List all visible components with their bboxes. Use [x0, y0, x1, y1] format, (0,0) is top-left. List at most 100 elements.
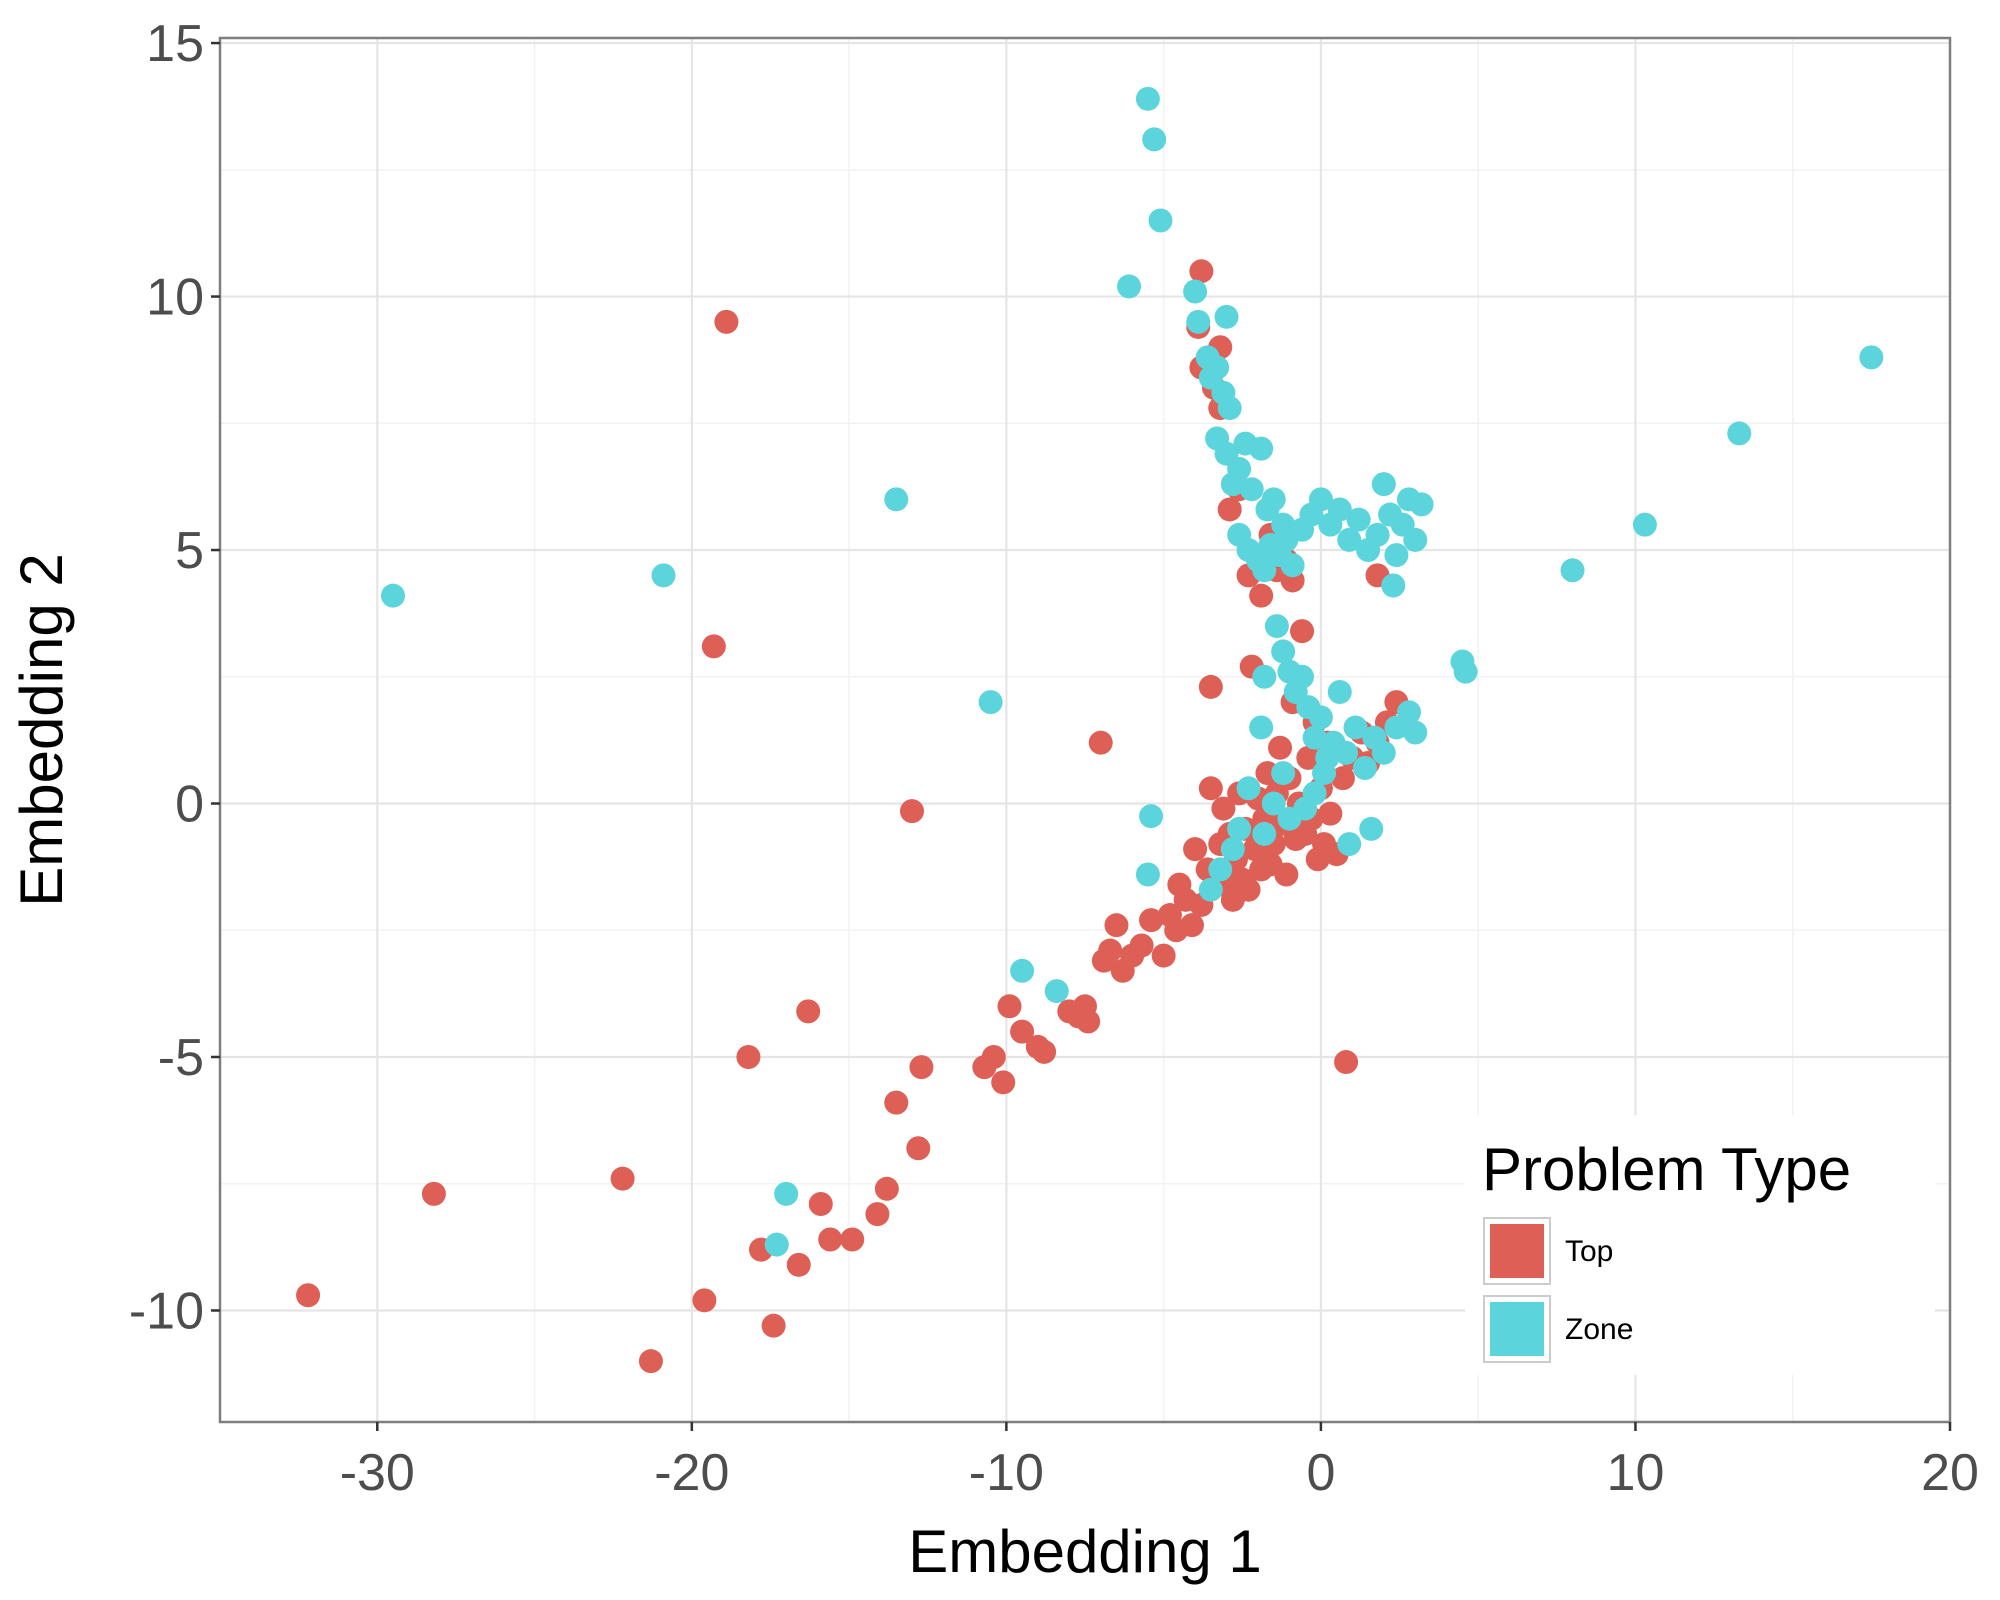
data-point-top: [421, 1181, 446, 1206]
data-point-zone: [1308, 705, 1333, 730]
data-point-zone: [1409, 492, 1434, 517]
x-tick-label: -10: [969, 1444, 1044, 1502]
data-point-top: [991, 1070, 1016, 1095]
data-point-zone: [1239, 477, 1264, 502]
data-point-top: [981, 1044, 1006, 1069]
data-point-top: [1290, 619, 1315, 644]
data-point-top: [1274, 862, 1299, 887]
data-point-zone: [1352, 756, 1377, 781]
y-tick-label: 5: [175, 522, 204, 580]
data-point-top: [909, 1055, 934, 1080]
data-point-top: [1198, 776, 1223, 801]
data-point-top: [1010, 1019, 1035, 1044]
data-point-zone: [1220, 837, 1245, 862]
data-point-zone: [1183, 279, 1208, 304]
data-point-zone: [884, 487, 909, 512]
data-point-top: [1032, 1039, 1057, 1064]
y-axis-title: Embedding 2: [8, 553, 75, 907]
data-point-zone: [978, 690, 1003, 715]
data-point-top: [840, 1227, 865, 1252]
y-tick-label: -5: [158, 1029, 204, 1087]
legend-key-zone-swatch: [1490, 1302, 1544, 1356]
axis-ticks: [211, 41, 1952, 1431]
data-point-zone: [381, 583, 405, 608]
x-tick-label: 20: [1921, 1444, 1979, 1502]
data-point-top: [1236, 877, 1261, 902]
data-point-zone: [1403, 527, 1428, 552]
data-point-top: [638, 1349, 663, 1374]
data-point-top: [1151, 943, 1176, 968]
data-point-zone: [1227, 816, 1252, 841]
data-point-zone: [1261, 791, 1286, 816]
data-point-zone: [1186, 309, 1211, 334]
data-point-zone: [1271, 639, 1296, 664]
data-point-top: [818, 1227, 843, 1252]
data-point-zone: [1264, 614, 1289, 639]
data-point-top: [1334, 1050, 1359, 1075]
data-point-top: [296, 1283, 321, 1308]
data-point-zone: [774, 1181, 799, 1206]
data-point-zone: [1359, 816, 1384, 841]
data-point-zone: [1249, 715, 1274, 740]
data-point-zone: [1346, 507, 1371, 532]
y-tick-label: 15: [146, 15, 204, 73]
data-point-zone: [1261, 487, 1286, 512]
data-point-top: [884, 1090, 909, 1115]
x-axis-tick-labels: -30 -20 -10 0 10 20: [340, 1444, 1979, 1502]
data-point-zone: [1453, 659, 1478, 684]
data-point-zone: [1227, 456, 1252, 481]
data-point-zone: [1327, 497, 1352, 522]
data-point-zone: [1727, 421, 1752, 446]
data-point-top: [906, 1136, 931, 1161]
legend-key-top-swatch: [1490, 1224, 1544, 1278]
data-point-zone: [1252, 664, 1277, 689]
data-point-zone: [1337, 527, 1362, 552]
data-point-zone: [1343, 715, 1368, 740]
data-point-top: [1129, 933, 1154, 958]
data-point-zone: [1249, 436, 1274, 461]
data-point-top: [1268, 735, 1293, 760]
data-point-zone: [1139, 804, 1164, 829]
data-point-top: [808, 1192, 833, 1217]
data-point-zone: [651, 563, 676, 588]
data-point-zone: [1290, 664, 1315, 689]
data-point-zone: [1560, 558, 1585, 583]
data-point-top: [874, 1176, 899, 1201]
data-point-top: [610, 1166, 635, 1191]
data-point-top: [761, 1313, 786, 1338]
x-axis-title: Embedding 1: [908, 1518, 1262, 1585]
data-point-zone: [1396, 700, 1421, 725]
data-point-zone: [1859, 345, 1884, 370]
data-point-zone: [1327, 679, 1352, 704]
data-point-zone: [1148, 208, 1173, 233]
data-point-top: [786, 1252, 811, 1277]
data-point-top: [1179, 913, 1204, 938]
data-point-top: [1198, 674, 1223, 699]
data-point-top: [900, 799, 924, 824]
legend: Problem Type Top Zone: [1465, 1115, 1935, 1375]
data-point-zone: [1214, 304, 1239, 329]
y-tick-label: -10: [129, 1282, 204, 1340]
data-point-top: [865, 1202, 890, 1227]
x-tick-label: -30: [340, 1444, 415, 1502]
data-point-zone: [1252, 558, 1277, 583]
data-point-zone: [1252, 821, 1277, 846]
data-point-top: [1104, 913, 1129, 938]
y-tick-label: 10: [146, 269, 204, 327]
data-point-zone: [1403, 720, 1428, 745]
data-point-top: [1088, 730, 1113, 755]
panel-border: [218, 36, 1952, 1424]
y-axis-tick-labels: -10 -5 0 5 10 15: [129, 15, 204, 1340]
x-tick-label: -20: [654, 1444, 729, 1502]
data-point-zone: [1205, 355, 1230, 380]
data-point-zone: [1208, 857, 1233, 882]
data-point-top: [1139, 908, 1164, 933]
data-point-top: [1076, 1009, 1101, 1034]
data-point-top: [714, 309, 739, 334]
data-point-top: [796, 999, 821, 1024]
data-point-zone: [1236, 776, 1261, 801]
data-point-top: [1330, 766, 1355, 791]
data-point-zone: [1308, 487, 1333, 512]
data-point-top: [701, 634, 726, 659]
